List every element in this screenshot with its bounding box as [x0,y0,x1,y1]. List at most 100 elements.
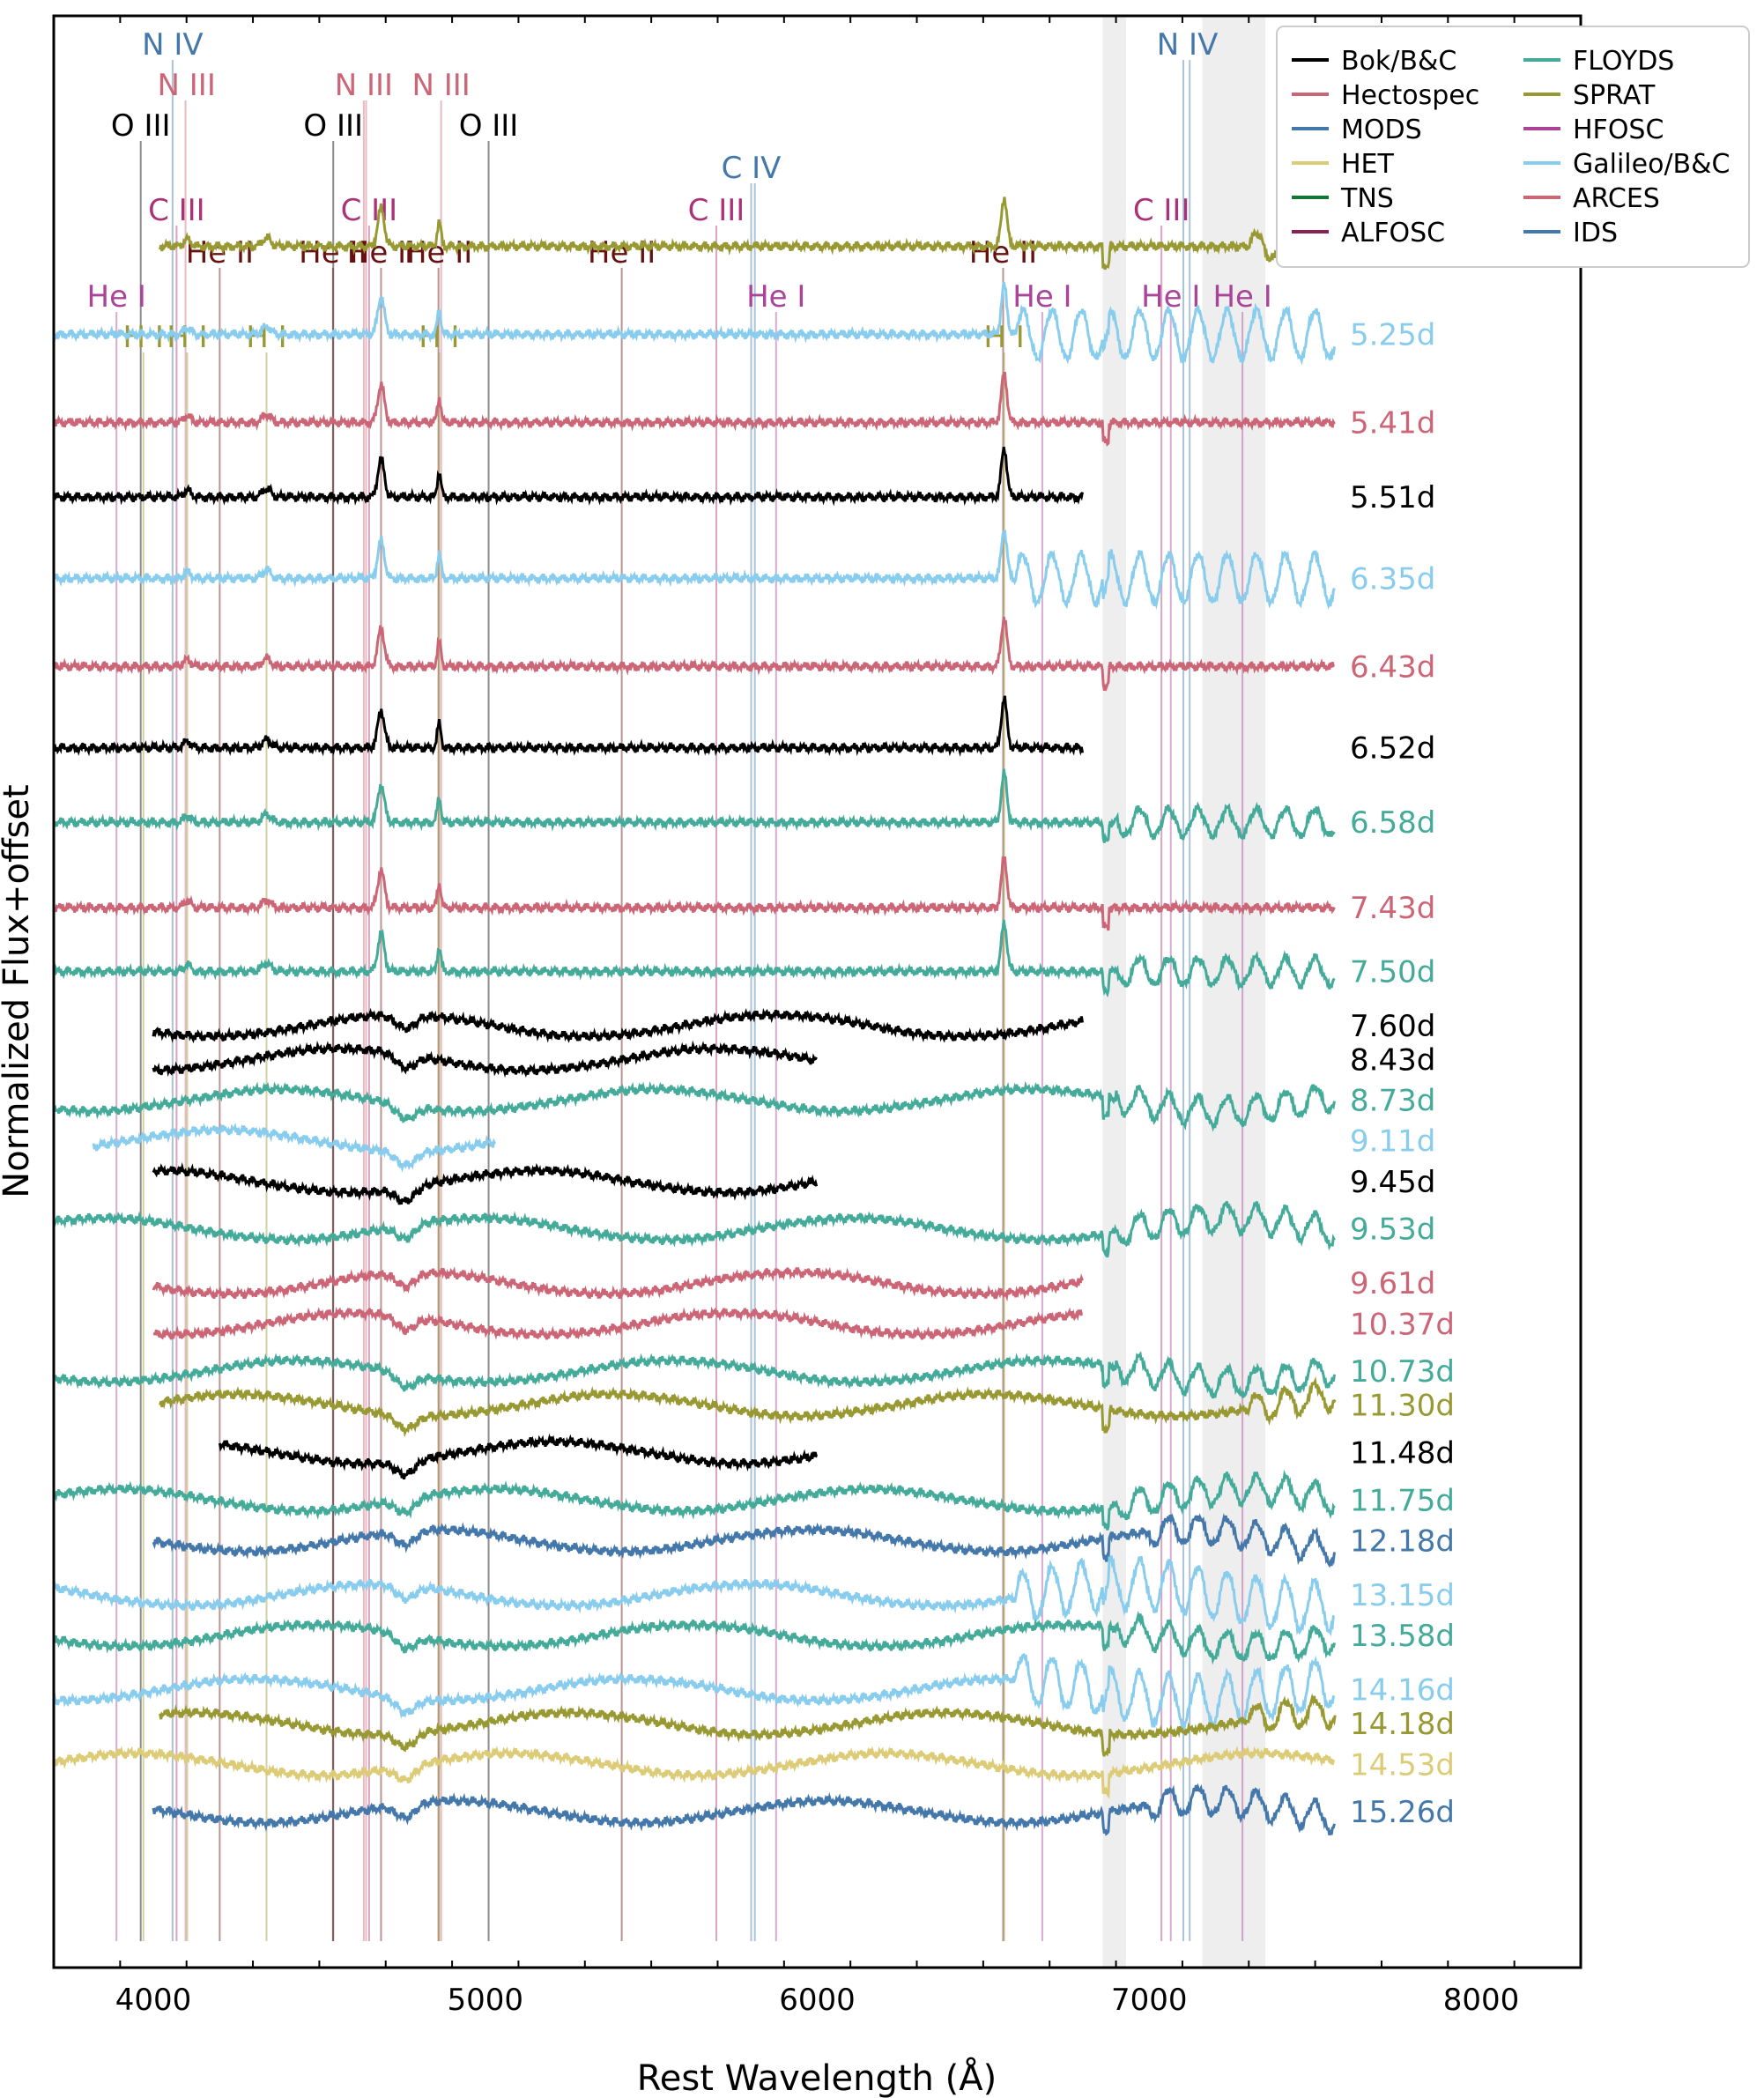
spectrum-11.30d [159,1375,1337,1438]
epoch-label: 14.16d [1350,1673,1455,1709]
spectral-line-markers: N IV N III N III N III O III O III O III C IV N … [87,27,1272,1941]
legend-entry: TNS [1340,183,1394,214]
spectrum-15.26d [152,1783,1336,1836]
spectrum-11.48d [218,1433,819,1480]
line-label: C IV [722,151,782,186]
line-label: H I [167,320,207,355]
epoch-label: 11.48d [1350,1435,1455,1471]
spectrum-9.61d [152,1266,1084,1302]
series-epoch-labels: 5.20d5.25d5.41d5.51d6.35d6.43d6.52d6.58d… [1350,229,1455,1830]
line-label: He I [1141,279,1200,315]
spectrum-7.50d [52,919,1336,998]
spectrum-6.43d [52,616,1335,692]
epoch-label: 10.73d [1350,1354,1455,1390]
spectrum-13.58d [52,1610,1336,1665]
line-label: O III [111,108,171,144]
x-axis-label: Rest Wavelength (Å) [637,2057,997,2098]
epoch-label: 13.15d [1350,1578,1455,1613]
x-tick-label: 6000 [779,1983,856,2018]
line-label: O III [303,108,363,144]
legend-entry: MODS [1341,115,1422,145]
line-label: He II [404,235,472,271]
line-label: C III [341,193,398,228]
spectrum-8.73d [52,1080,1336,1132]
line-label: He II [186,235,254,271]
spectrum-9.53d [52,1201,1336,1258]
spectrum-7.43d [52,856,1336,931]
legend-entry: SPRAT [1573,80,1656,111]
epoch-label: 11.30d [1350,1389,1455,1424]
legend-entry: HFOSC [1573,115,1664,145]
epoch-label: 8.73d [1350,1084,1435,1119]
epoch-label: 9.45d [1350,1165,1435,1200]
line-label: He II [969,235,1037,271]
line-label: He I [87,279,146,315]
x-tick-label: 4000 [115,1983,192,2018]
epoch-label: 7.43d [1350,891,1435,926]
epoch-label: 14.18d [1350,1707,1455,1742]
legend-entry: FLOYDS [1573,46,1674,77]
line-label: He I [1212,279,1271,315]
epoch-label: 9.11d [1350,1124,1435,1160]
epoch-label: 8.43d [1350,1042,1435,1078]
legend-entry: ARCES [1573,183,1660,214]
legend-entry: Hectospec [1341,80,1479,111]
epoch-label: 10.37d [1350,1307,1455,1342]
spectrum-9.11d [92,1123,497,1173]
legend-entry: HET [1341,149,1395,180]
spectrum-6.58d [52,768,1336,843]
spectrum-11.75d [52,1469,1336,1531]
epoch-label: 9.53d [1350,1212,1435,1248]
line-label: He II [347,235,415,271]
line-label: C III [1133,193,1190,228]
spectrum-9.45d [152,1161,819,1205]
spectrum-10.37d [152,1306,1083,1341]
line-label: He I [746,279,805,315]
spectrum-7.60d [152,1007,1084,1044]
epoch-label: 7.60d [1350,1009,1435,1044]
line-label: N III [411,68,470,103]
line-label: N III [158,68,216,103]
plot-frame [52,14,1582,1969]
spectrum-14.18d [159,1693,1337,1757]
spectrum-6.35d [52,530,1336,611]
telluric-bands [1102,16,1266,1968]
spectrum-5.51d [52,446,1084,507]
epoch-label: 9.61d [1350,1266,1435,1301]
epoch-label: 6.58d [1350,805,1435,841]
spectrum-8.43d [152,1040,818,1079]
x-tick-label: 7000 [1111,1983,1188,2018]
spectrum-6.52d [52,695,1084,757]
line-label: O III [459,108,519,144]
spectrum-10.73d [52,1351,1336,1399]
legend-box [1276,26,1750,268]
epoch-label: 6.52d [1350,731,1435,767]
legend-entry: IDS [1573,218,1618,248]
line-label: C III [148,193,205,228]
legend-entry: Bok/B&C [1341,46,1456,77]
epoch-label: 13.58d [1350,1619,1455,1654]
spectrum-14.16d [52,1652,1336,1731]
x-tick-label: 5000 [447,1983,523,2018]
epoch-label: 6.43d [1350,649,1435,685]
line-label: C III [688,193,745,228]
spectrum-14.53d [52,1745,1335,1799]
spectrum-5.20d [159,196,1337,271]
spectra-series [52,196,1337,1836]
epoch-label: 6.35d [1350,561,1435,597]
epoch-label: 15.26d [1350,1795,1455,1830]
line-label: N IV [1157,27,1219,63]
epoch-label: 14.53d [1350,1747,1455,1783]
epoch-label: 12.18d [1350,1523,1455,1559]
line-label: N III [335,68,393,103]
spectrum-5.25d [52,282,1336,366]
x-axis-ticks: 4000 5000 6000 7000 8000 [53,16,1582,2018]
spectrum-13.15d [52,1555,1335,1637]
legend-entry: ALFOSC [1341,218,1445,248]
epoch-label: 7.50d [1350,954,1435,990]
spectrum-12.18d [152,1513,1336,1568]
epoch-label: 5.41d [1350,405,1435,441]
epoch-label: 5.25d [1350,317,1435,352]
